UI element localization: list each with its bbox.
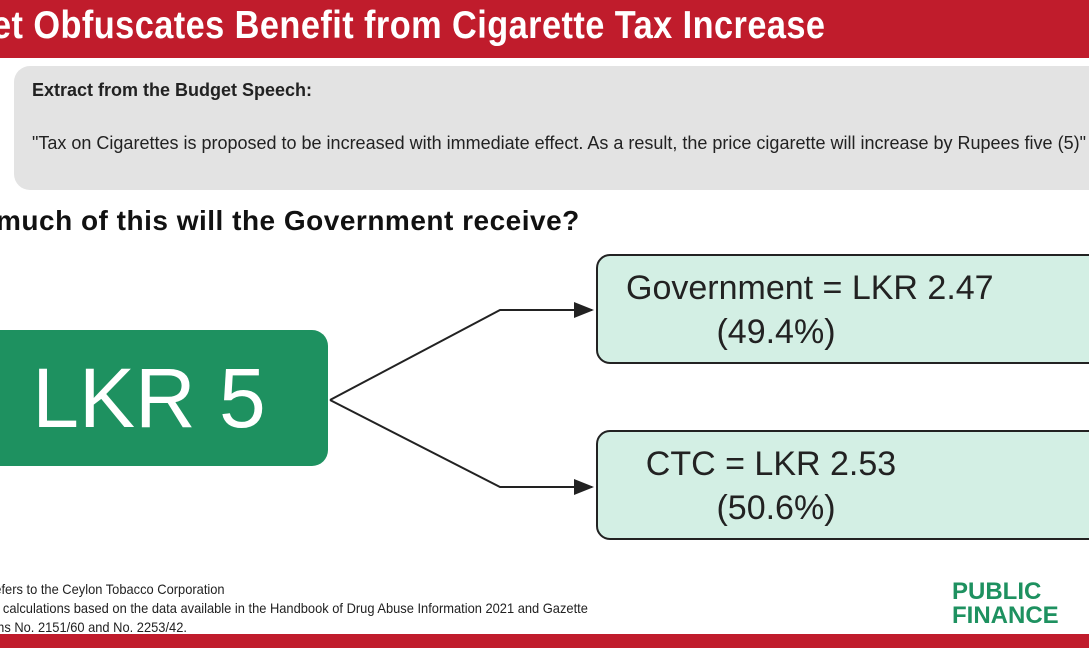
slide-title: et Obfuscates Benefit from Cigarette Tax…	[0, 4, 826, 47]
footnote: refers to the Ceylon Tobacco Corporation	[0, 581, 225, 597]
extract-heading: Extract from the Budget Speech:	[32, 80, 313, 100]
logo-line: FINANCE	[952, 602, 1059, 629]
footnote: ons No. 2151/60 and No. 2253/42.	[0, 619, 187, 635]
title-bar	[0, 0, 1089, 58]
extract-quote: "Tax on Cigarettes is proposed to be inc…	[32, 133, 1086, 153]
source-amount-box: LKR 5	[0, 330, 328, 466]
footer-bar	[0, 634, 1089, 648]
footnote: R calculations based on the data availab…	[0, 600, 588, 616]
question-heading: much of this will the Government receive…	[0, 205, 580, 236]
arrow-to-government	[329, 302, 594, 401]
government-amount: Government = LKR 2.47	[626, 269, 994, 307]
arrow-to-ctc	[329, 399, 594, 495]
ctc-percent: (50.6%)	[716, 489, 836, 527]
ctc-share-box: CTC = LKR 2.53 (50.6%)	[596, 430, 1089, 540]
ctc-amount: CTC = LKR 2.53	[645, 445, 897, 483]
government-percent: (49.4%)	[716, 313, 836, 351]
government-share-box: Government = LKR 2.47 (49.4%)	[596, 254, 1089, 364]
footnotes: refers to the Ceylon Tobacco Corporation…	[0, 580, 588, 637]
logo-line: PUBLIC	[952, 578, 1042, 605]
public-finance-logo: PUBLIC FINANCE	[952, 580, 1059, 628]
extract-panel	[14, 66, 1089, 190]
